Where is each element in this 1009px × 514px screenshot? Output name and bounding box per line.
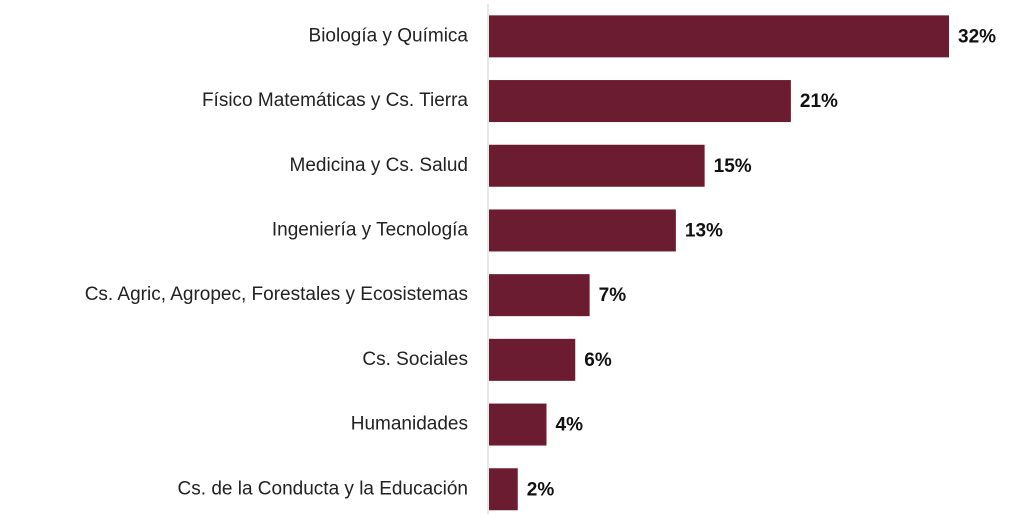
category-label: Biología y Química <box>309 25 469 46</box>
value-label: 2% <box>527 479 555 500</box>
value-label: 21% <box>800 91 838 112</box>
value-label: 4% <box>556 415 584 436</box>
bar <box>489 80 791 123</box>
bar <box>489 15 949 58</box>
category-label: Ingeniería y Tecnología <box>272 219 469 240</box>
value-label: 15% <box>714 156 752 177</box>
bar <box>489 338 576 381</box>
category-label: Físico Matemáticas y Cs. Tierra <box>202 90 468 111</box>
category-label: Cs. Agric, Agropec, Forestales y Ecosist… <box>85 284 468 305</box>
value-label: 6% <box>584 350 612 371</box>
category-label: Humanidades <box>351 414 468 435</box>
bar <box>489 144 705 187</box>
category-label: Cs. de la Conducta y la Educación <box>178 478 468 499</box>
bar <box>489 468 518 511</box>
value-label: 13% <box>685 220 723 241</box>
bar <box>489 274 590 317</box>
value-label: 32% <box>958 26 996 47</box>
value-label: 7% <box>599 285 627 306</box>
bar <box>489 209 676 252</box>
bar <box>489 403 547 446</box>
category-label: Cs. Sociales <box>362 349 468 370</box>
category-label: Medicina y Cs. Salud <box>290 155 468 176</box>
